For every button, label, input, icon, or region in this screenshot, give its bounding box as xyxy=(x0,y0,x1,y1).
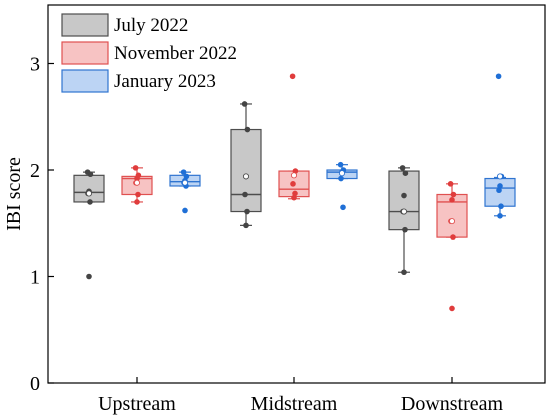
data-point xyxy=(135,191,141,198)
data-point xyxy=(450,234,456,240)
plot-frame xyxy=(47,4,546,384)
x-category-label: Downstream xyxy=(401,393,504,415)
legend-label: January 2023 xyxy=(114,71,216,92)
box-series-group xyxy=(73,73,516,312)
data-point xyxy=(401,269,407,276)
y-axis-label: IBI score xyxy=(3,157,25,231)
data-point xyxy=(289,73,296,80)
data-point xyxy=(242,191,248,198)
data-point xyxy=(291,194,297,201)
data-point xyxy=(449,305,455,312)
mean-marker xyxy=(400,208,408,215)
legend-swatch xyxy=(61,69,109,93)
box-january-2023-midstream xyxy=(326,161,358,211)
data-point xyxy=(132,165,139,171)
box-november-2022-upstream xyxy=(121,165,153,205)
mean-marker xyxy=(133,179,141,186)
legend: July 2022 November 2022 January 2023 xyxy=(61,13,237,93)
x-axis: Upstream Midstream Downstream xyxy=(98,377,504,415)
box-iqr xyxy=(388,170,420,231)
y-tick-label: 1 xyxy=(30,267,40,289)
box-january-2023-upstream xyxy=(169,169,201,214)
data-point xyxy=(402,170,409,176)
data-point xyxy=(337,161,344,168)
data-point xyxy=(87,199,93,205)
data-point xyxy=(87,171,94,178)
x-category-label: Midstream xyxy=(251,393,338,415)
data-point xyxy=(241,101,248,107)
data-point xyxy=(401,192,407,199)
data-point xyxy=(244,208,250,215)
box-november-2022-downstream xyxy=(436,181,468,312)
mean-marker xyxy=(85,190,93,197)
y-tick-label: 2 xyxy=(30,160,40,182)
box-july-2022-upstream xyxy=(73,169,105,280)
box-november-2022-midstream xyxy=(278,73,310,201)
mean-marker xyxy=(242,173,250,180)
box-iqr xyxy=(230,128,262,213)
data-point xyxy=(134,199,140,205)
x-category-label: Upstream xyxy=(98,393,176,415)
y-axis: 0 1 2 3 xyxy=(30,54,54,395)
legend-label: July 2022 xyxy=(114,15,188,36)
data-point xyxy=(134,175,140,182)
data-point xyxy=(182,207,188,214)
legend-swatch xyxy=(61,41,109,65)
data-point xyxy=(86,273,92,280)
y-tick-label: 3 xyxy=(30,54,40,76)
data-point xyxy=(497,183,503,189)
mean-marker xyxy=(181,179,189,186)
data-point xyxy=(292,190,298,197)
box-july-2022-midstream xyxy=(230,101,262,229)
box-july-2022-downstream xyxy=(388,165,420,276)
mean-marker xyxy=(290,172,298,179)
data-point xyxy=(449,197,455,203)
legend-label: November 2022 xyxy=(114,43,237,64)
data-point xyxy=(244,126,251,133)
data-point xyxy=(402,226,408,233)
data-point xyxy=(338,175,344,182)
data-point xyxy=(497,212,503,219)
box-january-2023-downstream xyxy=(484,73,516,219)
data-point xyxy=(183,173,190,180)
data-point xyxy=(243,222,249,229)
data-point xyxy=(495,73,502,80)
mean-marker xyxy=(496,173,504,180)
mean-marker xyxy=(448,218,456,225)
data-point xyxy=(450,191,457,198)
data-point xyxy=(290,181,296,187)
data-point xyxy=(498,203,504,210)
data-point xyxy=(447,181,454,187)
mean-marker xyxy=(338,170,346,177)
y-tick-label: 0 xyxy=(30,373,40,395)
data-point xyxy=(340,204,346,211)
data-point xyxy=(180,169,187,175)
legend-swatch xyxy=(61,13,109,37)
data-point xyxy=(399,165,406,171)
data-point xyxy=(496,187,502,194)
